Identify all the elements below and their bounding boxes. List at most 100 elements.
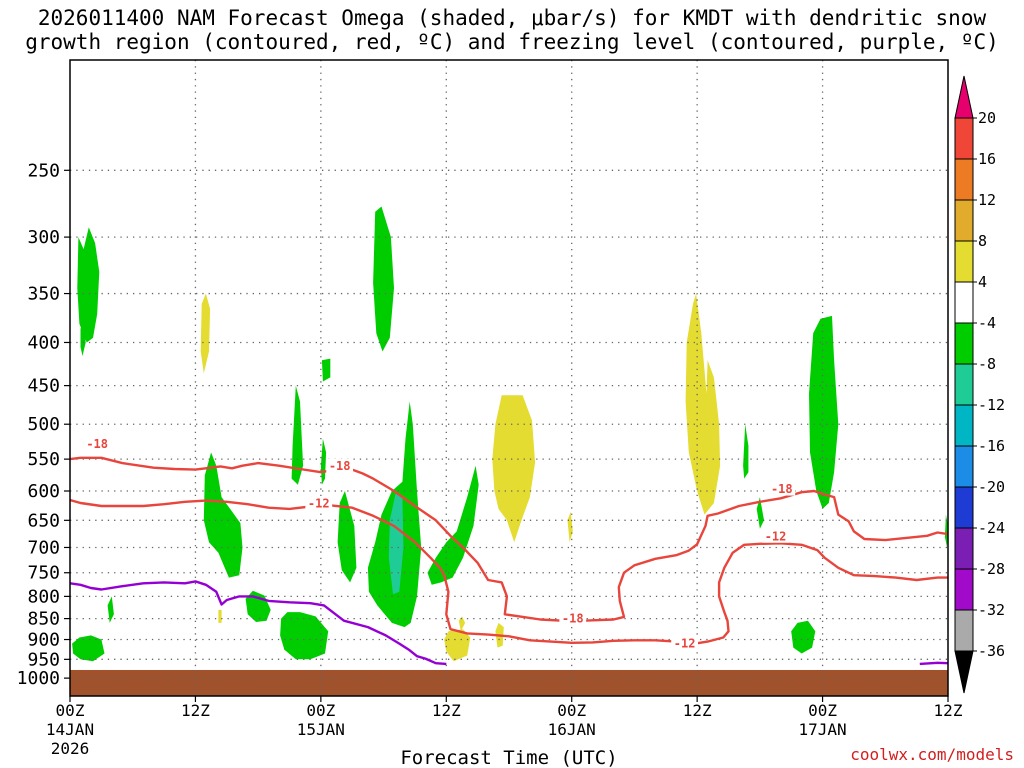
y-tick-label-350: 350 xyxy=(27,284,60,305)
x-axis-title: Forecast Time (UTC) xyxy=(400,747,617,768)
contour-label-0: -18 xyxy=(86,437,108,451)
colorbar-band-5 xyxy=(954,322,974,365)
contour-label-6: -12 xyxy=(765,529,787,543)
omega-region-5 xyxy=(321,358,331,382)
contour-label-4: -12 xyxy=(674,636,696,650)
contour-label-2: -12 xyxy=(308,497,330,511)
contour-label-bg-6 xyxy=(762,528,789,543)
contour-line-1 xyxy=(70,498,948,645)
colorbar-top-arrow xyxy=(954,75,974,119)
contour-line-0 xyxy=(70,456,948,623)
x-date-label-0: 14JAN xyxy=(46,720,94,739)
colorbar-band-7 xyxy=(954,404,974,447)
omega-region-17 xyxy=(809,315,839,509)
x-date-label-6: 17JAN xyxy=(798,720,846,739)
contour-label-bg-0 xyxy=(83,436,111,451)
colorbar: 20 16 12 8 4 -4 -8 -12 -16 -20 -24 -28 -32 -36 xyxy=(954,75,1005,694)
omega-region-16 xyxy=(756,497,764,529)
contour-label-bg-1 xyxy=(326,458,354,473)
x-tick-label-3: 12Z xyxy=(432,701,461,720)
colorbar-band-10 xyxy=(954,527,974,570)
grid-lines xyxy=(70,60,948,696)
x-date-label-4: 16JAN xyxy=(548,720,596,739)
omega-region-19 xyxy=(944,514,948,548)
x-tick-label-5: 12Z xyxy=(683,701,712,720)
omega-region-7 xyxy=(337,491,357,583)
pressure-axis: 2503003504004505005506006507007508008509… xyxy=(17,160,70,689)
colorbar-label-8: -16 xyxy=(978,437,1005,455)
temperature-contours: -18 -18 -12 -18 -12 -18 -12 xyxy=(70,436,948,666)
colorbar-label-13: -36 xyxy=(978,642,1005,660)
y-tick-label-550: 550 xyxy=(27,449,60,470)
terrain-layer xyxy=(70,669,948,696)
colorbar-label-11: -28 xyxy=(978,560,1005,578)
colorbar-band-1 xyxy=(954,158,974,201)
x-tick-label-0: 00Z xyxy=(56,701,85,720)
colorbar-label-1: 16 xyxy=(978,150,996,168)
colorbar-label-7: -12 xyxy=(978,396,1005,414)
omega-region-3 xyxy=(203,452,243,578)
y-tick-label-800: 800 xyxy=(27,586,60,607)
contour-line-3 xyxy=(919,661,948,666)
contour-label-bg-4 xyxy=(671,635,698,650)
x-tick-label-2: 00Z xyxy=(306,701,335,720)
colorbar-label-9: -20 xyxy=(978,478,1005,496)
omega-region-9 xyxy=(388,491,404,595)
y-tick-label-750: 750 xyxy=(27,563,60,584)
x-tick-label-6: 00Z xyxy=(808,701,837,720)
omega-region-14 xyxy=(280,612,329,660)
omega-region-6 xyxy=(320,438,327,485)
colorbar-band-12 xyxy=(954,609,974,652)
x-tick-label-4: 00Z xyxy=(557,701,586,720)
omega-region-27 xyxy=(458,616,466,632)
colorbar-label-0: 20 xyxy=(978,109,996,127)
y-tick-label-250: 250 xyxy=(27,160,60,181)
x-date-label-2: 15JAN xyxy=(297,720,345,739)
plot-background xyxy=(70,60,948,696)
omega-region-11 xyxy=(107,596,114,623)
colorbar-label-5: -4 xyxy=(978,314,996,332)
contour-label-5: -18 xyxy=(771,482,793,496)
y-tick-label-650: 650 xyxy=(27,510,60,531)
y-tick-label-400: 400 xyxy=(27,332,60,353)
contour-label-bg-3 xyxy=(559,611,587,626)
colorbar-band-11 xyxy=(954,568,974,611)
colorbar-band-8 xyxy=(954,445,974,488)
x-tick-label-1: 12Z xyxy=(181,701,210,720)
y-tick-label-700: 700 xyxy=(27,537,60,558)
terrain-fill xyxy=(70,669,948,696)
y-tick-label-850: 850 xyxy=(27,609,60,630)
omega-region-18 xyxy=(791,620,816,654)
colorbar-band-9 xyxy=(954,486,974,529)
omega-region-2 xyxy=(373,206,394,352)
x-year-label-0: 2026 xyxy=(51,739,90,758)
chart-title-line1: 2026011400 NAM Forecast Omega (shaded, μ… xyxy=(37,6,987,30)
colorbar-band-6 xyxy=(954,363,974,406)
colorbar-label-10: -24 xyxy=(978,519,1005,537)
y-tick-label-500: 500 xyxy=(27,414,60,435)
contour-line-2 xyxy=(70,580,447,666)
colorbar-band-3 xyxy=(954,240,974,283)
colorbar-label-6: -8 xyxy=(978,355,996,373)
omega-region-10 xyxy=(427,465,479,585)
plot-frame xyxy=(69,59,949,697)
colorbar-band-0 xyxy=(954,117,974,160)
omega-region-12 xyxy=(72,635,105,662)
chart-title-line2: growth region (contoured, red, ºC) and f… xyxy=(25,30,999,54)
x-tick-label-7: 12Z xyxy=(934,701,963,720)
omega-region-1 xyxy=(80,323,86,356)
omega-region-23 xyxy=(567,511,573,543)
omega-region-0 xyxy=(77,227,100,343)
contour-label-bg-5 xyxy=(768,481,796,496)
colorbar-label-4: 4 xyxy=(978,273,987,291)
contour-label-bg-2 xyxy=(305,496,333,511)
colorbar-label-12: -32 xyxy=(978,601,1005,619)
colorbar-label-2: 12 xyxy=(978,191,996,209)
y-tick-label-450: 450 xyxy=(27,376,60,397)
y-tick-label-900: 900 xyxy=(27,630,60,651)
credit-text: coolwx.com/models xyxy=(850,745,1014,764)
omega-region-15 xyxy=(743,424,749,479)
colorbar-label-3: 8 xyxy=(978,232,987,250)
